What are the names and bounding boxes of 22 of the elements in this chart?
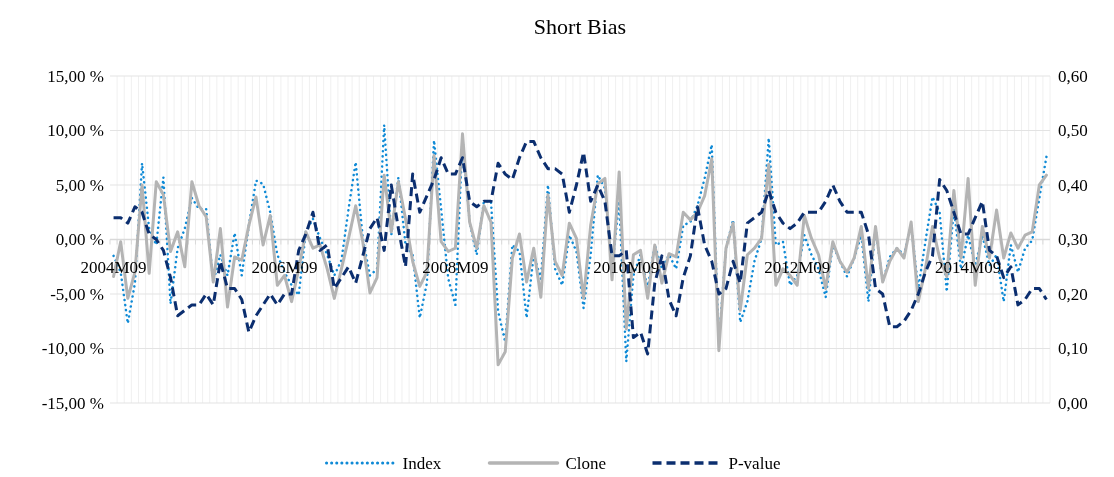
y2-tick-label: 0,60 (1058, 66, 1088, 86)
y-tick-label: 5,00 % (55, 175, 104, 195)
y-tick-label: -10,00 % (41, 339, 104, 359)
y2-tick-label: 0,20 (1058, 284, 1088, 304)
y-tick-label: -15,00 % (41, 393, 104, 413)
y2-tick-label: 0,00 (1058, 393, 1088, 413)
y-tick-label: 10,00 % (47, 121, 104, 141)
y-tick-label: 15,00 % (47, 66, 104, 86)
x-tick-label: 2008M09 (422, 257, 489, 277)
legend-label: Clone (565, 453, 607, 473)
y-tick-label: 0,00 % (55, 230, 104, 250)
x-tick-label: 2006M09 (251, 257, 318, 277)
legend-label: Index (402, 453, 442, 473)
x-tick-label: 2012M09 (764, 257, 831, 277)
y2-tick-label: 0,40 (1058, 175, 1088, 195)
x-tick-label: 2004M09 (80, 257, 147, 277)
y-tick-label: -5,00 % (50, 284, 104, 304)
chart-title: Short Bias (533, 14, 627, 39)
legend-label: P-value (728, 453, 781, 473)
y2-tick-label: 0,30 (1058, 230, 1088, 250)
y2-tick-label: 0,50 (1058, 121, 1088, 141)
y2-tick-label: 0,10 (1058, 339, 1088, 359)
